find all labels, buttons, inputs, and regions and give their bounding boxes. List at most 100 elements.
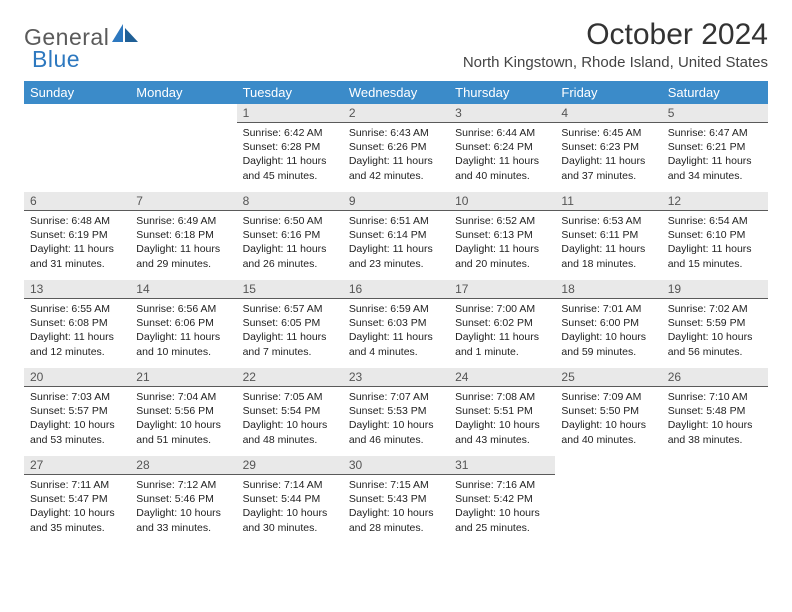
day-content: Sunrise: 7:07 AMSunset: 5:53 PMDaylight:… <box>343 387 449 451</box>
day-number: 30 <box>343 456 449 475</box>
daylight-text: Daylight: 11 hours and 37 minutes. <box>561 154 655 182</box>
daylight-text: Daylight: 11 hours and 18 minutes. <box>561 242 655 270</box>
day-content: Sunrise: 6:49 AMSunset: 6:18 PMDaylight:… <box>130 211 236 275</box>
day-content: Sunrise: 7:11 AMSunset: 5:47 PMDaylight:… <box>24 475 130 539</box>
day-content: Sunrise: 6:48 AMSunset: 6:19 PMDaylight:… <box>24 211 130 275</box>
sunset-text: Sunset: 6:19 PM <box>30 228 124 242</box>
calendar-cell: 2Sunrise: 6:43 AMSunset: 6:26 PMDaylight… <box>343 104 449 192</box>
sunset-text: Sunset: 5:50 PM <box>561 404 655 418</box>
sunrise-text: Sunrise: 6:45 AM <box>561 126 655 140</box>
day-number: 4 <box>555 104 661 123</box>
day-number: 12 <box>662 192 768 211</box>
day-number: 19 <box>662 280 768 299</box>
day-content: Sunrise: 6:59 AMSunset: 6:03 PMDaylight:… <box>343 299 449 363</box>
sunrise-text: Sunrise: 6:43 AM <box>349 126 443 140</box>
day-content: Sunrise: 7:15 AMSunset: 5:43 PMDaylight:… <box>343 475 449 539</box>
calendar-cell: 26Sunrise: 7:10 AMSunset: 5:48 PMDayligh… <box>662 368 768 456</box>
daylight-text: Daylight: 11 hours and 29 minutes. <box>136 242 230 270</box>
sunset-text: Sunset: 6:08 PM <box>30 316 124 330</box>
day-content: Sunrise: 6:45 AMSunset: 6:23 PMDaylight:… <box>555 123 661 187</box>
sunset-text: Sunset: 6:03 PM <box>349 316 443 330</box>
daylight-text: Daylight: 10 hours and 43 minutes. <box>455 418 549 446</box>
day-content: Sunrise: 6:47 AMSunset: 6:21 PMDaylight:… <box>662 123 768 187</box>
day-number: 3 <box>449 104 555 123</box>
sunrise-text: Sunrise: 6:55 AM <box>30 302 124 316</box>
daylight-text: Daylight: 11 hours and 31 minutes. <box>30 242 124 270</box>
day-header: Wednesday <box>343 81 449 104</box>
daylight-text: Daylight: 11 hours and 1 minute. <box>455 330 549 358</box>
sunset-text: Sunset: 5:59 PM <box>668 316 762 330</box>
calendar-cell: 22Sunrise: 7:05 AMSunset: 5:54 PMDayligh… <box>237 368 343 456</box>
day-header: Monday <box>130 81 236 104</box>
calendar-page: General October 2024 North Kingstown, Rh… <box>0 0 792 554</box>
day-content: Sunrise: 6:55 AMSunset: 6:08 PMDaylight:… <box>24 299 130 363</box>
sunset-text: Sunset: 5:51 PM <box>455 404 549 418</box>
calendar-cell: 15Sunrise: 6:57 AMSunset: 6:05 PMDayligh… <box>237 280 343 368</box>
day-number: 31 <box>449 456 555 475</box>
sunrise-text: Sunrise: 7:12 AM <box>136 478 230 492</box>
calendar-cell: 8Sunrise: 6:50 AMSunset: 6:16 PMDaylight… <box>237 192 343 280</box>
calendar-cell: 5Sunrise: 6:47 AMSunset: 6:21 PMDaylight… <box>662 104 768 192</box>
sunrise-text: Sunrise: 6:51 AM <box>349 214 443 228</box>
sunset-text: Sunset: 6:16 PM <box>243 228 337 242</box>
day-content: Sunrise: 6:56 AMSunset: 6:06 PMDaylight:… <box>130 299 236 363</box>
day-number: 10 <box>449 192 555 211</box>
sunrise-text: Sunrise: 6:54 AM <box>668 214 762 228</box>
daylight-text: Daylight: 11 hours and 42 minutes. <box>349 154 443 182</box>
sunrise-text: Sunrise: 6:50 AM <box>243 214 337 228</box>
daylight-text: Daylight: 11 hours and 34 minutes. <box>668 154 762 182</box>
day-number: 8 <box>237 192 343 211</box>
calendar-cell: 10Sunrise: 6:52 AMSunset: 6:13 PMDayligh… <box>449 192 555 280</box>
day-header: Sunday <box>24 81 130 104</box>
day-content: Sunrise: 7:12 AMSunset: 5:46 PMDaylight:… <box>130 475 236 539</box>
calendar-cell: 19Sunrise: 7:02 AMSunset: 5:59 PMDayligh… <box>662 280 768 368</box>
day-number: 7 <box>130 192 236 211</box>
sunset-text: Sunset: 6:02 PM <box>455 316 549 330</box>
day-content: Sunrise: 6:54 AMSunset: 6:10 PMDaylight:… <box>662 211 768 275</box>
day-header: Friday <box>555 81 661 104</box>
calendar-cell: 4Sunrise: 6:45 AMSunset: 6:23 PMDaylight… <box>555 104 661 192</box>
day-number: 11 <box>555 192 661 211</box>
sunrise-text: Sunrise: 6:48 AM <box>30 214 124 228</box>
daylight-text: Daylight: 10 hours and 35 minutes. <box>30 506 124 534</box>
sunrise-text: Sunrise: 6:52 AM <box>455 214 549 228</box>
daylight-text: Daylight: 10 hours and 25 minutes. <box>455 506 549 534</box>
location: North Kingstown, Rhode Island, United St… <box>463 54 768 71</box>
calendar-cell <box>24 104 130 192</box>
sunrise-text: Sunrise: 6:59 AM <box>349 302 443 316</box>
day-number: 21 <box>130 368 236 387</box>
daylight-text: Daylight: 11 hours and 12 minutes. <box>30 330 124 358</box>
calendar-cell: 13Sunrise: 6:55 AMSunset: 6:08 PMDayligh… <box>24 280 130 368</box>
sunset-text: Sunset: 5:42 PM <box>455 492 549 506</box>
calendar-cell: 23Sunrise: 7:07 AMSunset: 5:53 PMDayligh… <box>343 368 449 456</box>
sunrise-text: Sunrise: 7:09 AM <box>561 390 655 404</box>
calendar-cell: 18Sunrise: 7:01 AMSunset: 6:00 PMDayligh… <box>555 280 661 368</box>
header: General October 2024 North Kingstown, Rh… <box>24 18 768 77</box>
day-content: Sunrise: 7:09 AMSunset: 5:50 PMDaylight:… <box>555 387 661 451</box>
day-content: Sunrise: 7:04 AMSunset: 5:56 PMDaylight:… <box>130 387 236 451</box>
day-content: Sunrise: 6:42 AMSunset: 6:28 PMDaylight:… <box>237 123 343 187</box>
sunrise-text: Sunrise: 6:44 AM <box>455 126 549 140</box>
daylight-text: Daylight: 10 hours and 30 minutes. <box>243 506 337 534</box>
calendar-cell <box>130 104 236 192</box>
daylight-text: Daylight: 11 hours and 45 minutes. <box>243 154 337 182</box>
day-number: 25 <box>555 368 661 387</box>
day-number: 2 <box>343 104 449 123</box>
sunset-text: Sunset: 6:00 PM <box>561 316 655 330</box>
day-header: Thursday <box>449 81 555 104</box>
day-number: 18 <box>555 280 661 299</box>
calendar-cell: 24Sunrise: 7:08 AMSunset: 5:51 PMDayligh… <box>449 368 555 456</box>
page-title: October 2024 <box>463 18 768 52</box>
sunrise-text: Sunrise: 7:05 AM <box>243 390 337 404</box>
day-number: 24 <box>449 368 555 387</box>
calendar-row: 27Sunrise: 7:11 AMSunset: 5:47 PMDayligh… <box>24 456 768 544</box>
sunrise-text: Sunrise: 6:57 AM <box>243 302 337 316</box>
calendar-cell: 7Sunrise: 6:49 AMSunset: 6:18 PMDaylight… <box>130 192 236 280</box>
sunrise-text: Sunrise: 7:07 AM <box>349 390 443 404</box>
sunrise-text: Sunrise: 7:04 AM <box>136 390 230 404</box>
calendar-cell: 21Sunrise: 7:04 AMSunset: 5:56 PMDayligh… <box>130 368 236 456</box>
calendar-row: 13Sunrise: 6:55 AMSunset: 6:08 PMDayligh… <box>24 280 768 368</box>
calendar-cell: 17Sunrise: 7:00 AMSunset: 6:02 PMDayligh… <box>449 280 555 368</box>
calendar-cell: 3Sunrise: 6:44 AMSunset: 6:24 PMDaylight… <box>449 104 555 192</box>
sunset-text: Sunset: 6:23 PM <box>561 140 655 154</box>
